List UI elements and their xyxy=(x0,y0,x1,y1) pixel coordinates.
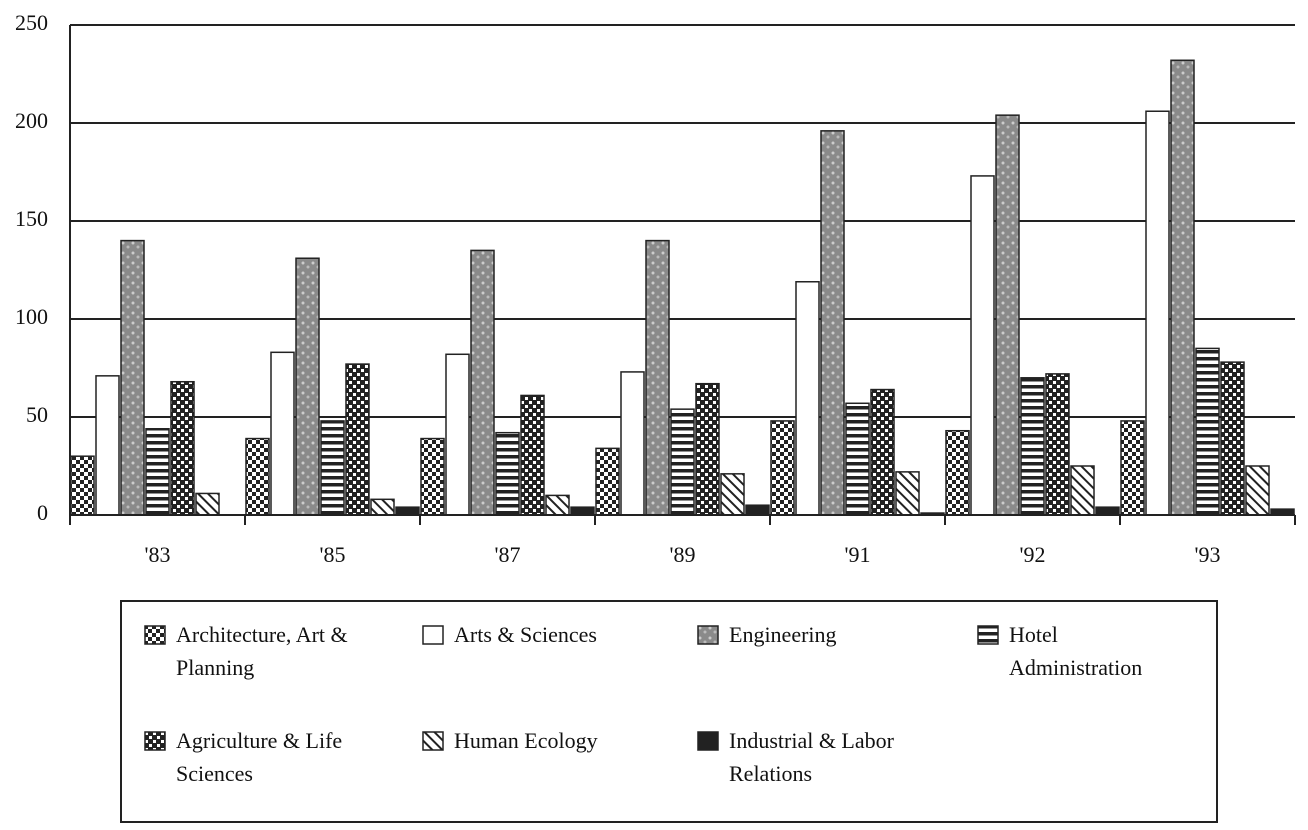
y-tick-label: 150 xyxy=(15,206,48,231)
legend-swatch xyxy=(697,625,719,645)
bar xyxy=(470,249,495,516)
bar xyxy=(370,498,395,516)
legend-label: Agriculture & Life Sciences xyxy=(176,728,343,786)
bar xyxy=(995,114,1020,516)
bar xyxy=(870,388,895,516)
y-tick-label: 100 xyxy=(15,304,48,329)
x-tick-label: '93 xyxy=(1195,542,1221,567)
bar xyxy=(1045,373,1070,516)
y-tick-label: 50 xyxy=(26,402,48,427)
bar xyxy=(245,437,270,516)
bar xyxy=(845,402,870,516)
bar xyxy=(395,506,420,516)
bar xyxy=(795,281,820,516)
legend-swatch xyxy=(697,731,719,751)
legend-label: Human Ecology xyxy=(454,728,598,753)
legend-swatch-rect xyxy=(422,731,444,751)
bar xyxy=(1095,506,1120,516)
legend-swatch-rect xyxy=(144,625,166,645)
bar xyxy=(595,447,620,516)
bar xyxy=(1070,465,1095,516)
bar xyxy=(320,420,345,516)
legend-label: Engineering xyxy=(729,622,837,647)
y-tick-label: 0 xyxy=(37,500,48,525)
bar xyxy=(770,420,795,516)
legend-swatch xyxy=(422,731,444,751)
bar xyxy=(495,431,520,516)
y-tick-label: 200 xyxy=(15,108,48,133)
bar xyxy=(145,428,170,516)
legend-swatch-rect xyxy=(422,625,444,645)
bar xyxy=(445,353,470,516)
bar xyxy=(670,408,695,516)
bar xyxy=(1195,347,1220,516)
legend-swatch xyxy=(144,731,166,751)
legend: Architecture, Art & Planning Arts & Scien… xyxy=(120,600,1218,823)
bar xyxy=(420,437,445,516)
bar xyxy=(970,175,995,516)
bar xyxy=(195,492,220,516)
bar xyxy=(820,130,845,516)
bar xyxy=(1120,420,1145,516)
legend-swatch-rect xyxy=(977,625,999,645)
bar xyxy=(520,394,545,516)
bar xyxy=(1145,110,1170,516)
x-tick-label: '91 xyxy=(845,542,871,567)
legend-swatch-rect xyxy=(697,625,719,645)
bar xyxy=(570,506,595,516)
bar xyxy=(95,375,120,516)
bar xyxy=(295,257,320,516)
bar xyxy=(270,351,295,516)
legend-swatch xyxy=(977,625,999,645)
bar xyxy=(170,380,195,516)
x-tick-label: '89 xyxy=(670,542,696,567)
bar xyxy=(945,429,970,516)
legend-label: Hotel Administration xyxy=(1009,622,1143,680)
bar xyxy=(545,494,570,516)
bar xyxy=(620,371,645,516)
y-tick-label: 250 xyxy=(15,10,48,35)
bar xyxy=(1170,59,1195,516)
x-tick-label: '92 xyxy=(1020,542,1046,567)
legend-entry: Human Ecology xyxy=(422,724,642,757)
legend-swatch xyxy=(422,625,444,645)
legend-label: Industrial & Labor Relations xyxy=(729,728,894,786)
bar xyxy=(895,471,920,516)
x-tick-label: '83 xyxy=(145,542,171,567)
legend-swatch-rect xyxy=(697,731,719,751)
legend-label: Arts & Sciences xyxy=(454,622,597,647)
bar xyxy=(1245,465,1270,516)
bar xyxy=(345,363,370,516)
legend-entry: Hotel Administration xyxy=(977,618,1157,684)
bar xyxy=(120,239,145,516)
x-tick-label: '87 xyxy=(495,542,521,567)
legend-entry: Architecture, Art & Planning xyxy=(144,618,374,684)
x-tick-label: '85 xyxy=(320,542,346,567)
legend-entry: Industrial & Labor Relations xyxy=(697,724,927,790)
bar xyxy=(645,239,670,516)
bar xyxy=(720,473,745,516)
bar xyxy=(695,382,720,516)
legend-label: Architecture, Art & Planning xyxy=(176,622,348,680)
legend-entry: Engineering xyxy=(697,618,927,651)
legend-swatch-rect xyxy=(144,731,166,751)
legend-entry: Arts & Sciences xyxy=(422,618,642,651)
legend-entry: Agriculture & Life Sciences xyxy=(144,724,374,790)
bar xyxy=(70,455,95,516)
bar xyxy=(745,504,770,516)
bar xyxy=(1020,377,1045,516)
legend-swatch xyxy=(144,625,166,645)
bar xyxy=(1220,361,1245,516)
chart: 0 50 100 150 200 250 '83 '85 '87 '89 '91 '92 '93 xyxy=(15,10,1296,567)
